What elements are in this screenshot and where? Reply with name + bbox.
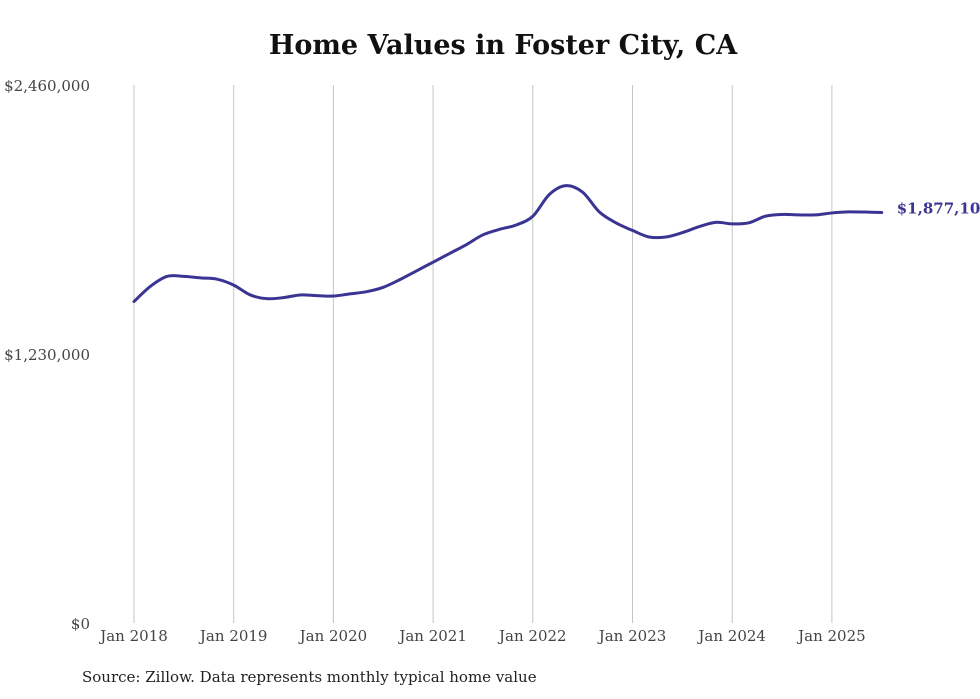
x-tick-label: Jan 2018	[98, 627, 168, 645]
x-axis-ticks: Jan 2018 Jan 2019 Jan 2020 Jan 2021 Jan 2022…	[98, 627, 865, 645]
y-tick-label: $1,230,000	[4, 346, 90, 364]
x-tick-label: Jan 2023	[597, 627, 667, 645]
y-tick-label: $2,460,000	[4, 77, 90, 95]
x-tick-label: Jan 2020	[298, 627, 368, 645]
series-layer	[132, 184, 884, 304]
source-note: Source: Zillow. Data represents monthly …	[82, 668, 537, 686]
x-tick-label: Jan 2025	[796, 627, 866, 645]
y-axis-ticks: $0 $1,230,000 $2,460,000	[4, 77, 90, 633]
end-value-label: $1,877,100	[897, 199, 980, 217]
x-tick-label: Jan 2019	[198, 627, 268, 645]
x-tick-label: Jan 2024	[696, 627, 766, 645]
x-tick-label: Jan 2021	[397, 627, 467, 645]
x-tick-label: Jan 2022	[497, 627, 567, 645]
y-tick-label: $0	[71, 615, 90, 633]
gridlines	[133, 85, 833, 623]
series-line-0	[132, 184, 884, 304]
chart-title: Home Values in Foster City, CA	[268, 30, 738, 61]
